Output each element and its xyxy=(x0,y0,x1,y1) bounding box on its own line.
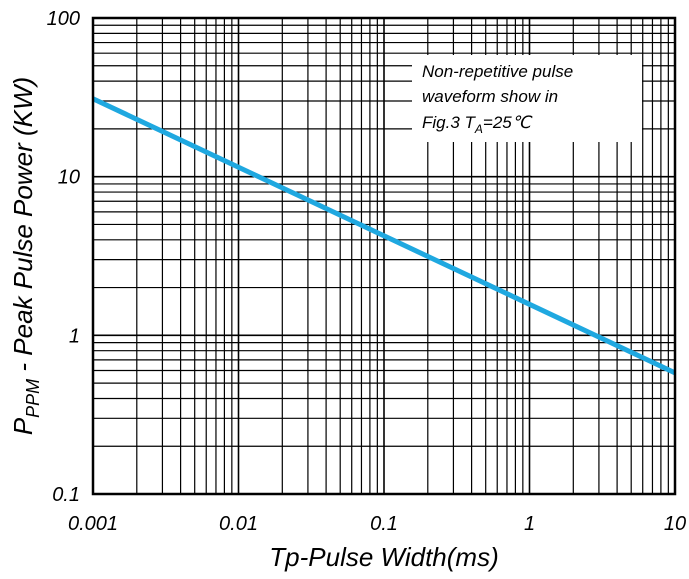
x-tick-label: 0.01 xyxy=(219,513,258,535)
annotation-background xyxy=(412,55,642,142)
y-tick-label: 0.1 xyxy=(52,484,80,506)
x-tick-label: 1 xyxy=(524,513,535,535)
x-tick-labels: 0.001 0.01 0.1 1 10 xyxy=(68,513,686,535)
y-axis-label: PPPM - Peak Pulse Power (KW) xyxy=(8,77,43,435)
annotation-line-1: Non-repetitive pulse xyxy=(422,62,573,81)
y-tick-labels: 0.1 1 10 100 xyxy=(47,8,80,506)
annotation-line-3-prefix: Fig.3 T xyxy=(422,113,477,132)
annotation-line-3: Fig.3 TA=25℃ xyxy=(422,113,533,136)
x-tick-label: 10 xyxy=(664,513,686,535)
y-axis-label-subscript: PPM xyxy=(23,379,43,418)
x-axis-label: Tp-Pulse Width(ms) xyxy=(269,542,498,572)
annotation-line-3-suffix: =25℃ xyxy=(483,113,533,132)
x-tick-label: 0.1 xyxy=(370,513,398,535)
series-line xyxy=(91,96,677,376)
y-tick-label: 10 xyxy=(58,167,80,189)
y-tick-label: 100 xyxy=(47,8,80,30)
grid-lines xyxy=(93,18,675,494)
series-layer xyxy=(91,96,677,376)
annotation-box: Non-repetitive pulse waveform show in Fi… xyxy=(412,55,642,142)
y-axis-label-symbol: P xyxy=(8,417,38,435)
annotation-line-2: waveform show in xyxy=(422,87,558,106)
annotation-line-3-subscript: A xyxy=(474,122,483,136)
y-tick-label: 1 xyxy=(69,325,80,347)
y-axis-label-text: - Peak Pulse Power (KW) xyxy=(8,77,38,379)
x-tick-label: 0.001 xyxy=(68,513,118,535)
plot-border xyxy=(91,16,677,496)
